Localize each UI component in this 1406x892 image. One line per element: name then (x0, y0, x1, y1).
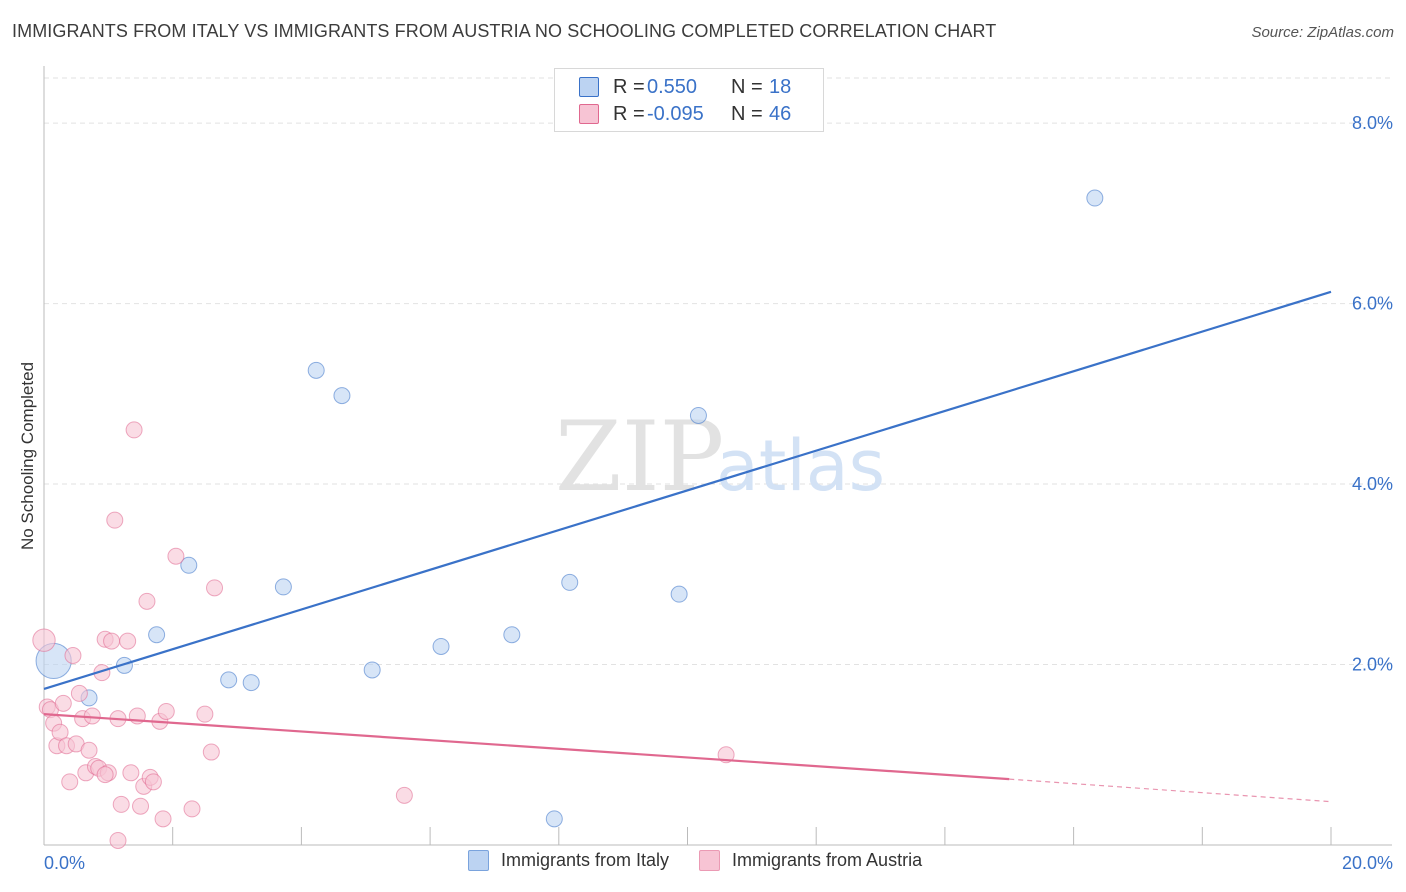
point-austria (125, 421, 143, 439)
y-tick-label: 2.0% (1352, 655, 1393, 675)
point-austria (119, 632, 137, 650)
point-italy (274, 578, 292, 596)
point-austria (157, 702, 175, 720)
legend-n-value-austria: 46 (769, 102, 792, 125)
point-italy (242, 674, 260, 692)
y-tick-label: 4.0% (1352, 474, 1393, 494)
legend-r-value-italy: 0.550 (647, 75, 698, 98)
point-italy (363, 661, 381, 679)
legend-r-label: R = (613, 102, 645, 125)
point-austria (138, 592, 156, 610)
legend-swatch-austria (579, 104, 599, 124)
point-italy (180, 556, 198, 574)
point-italy (307, 361, 325, 379)
point-italy (333, 387, 351, 405)
point-italy (1086, 189, 1104, 207)
point-austria (167, 547, 185, 565)
point-italy (545, 810, 563, 828)
trend-line-austria (43, 713, 1010, 781)
y-tick-label: 8.0% (1352, 113, 1393, 133)
legend-n-value-italy: 18 (769, 75, 792, 98)
point-austria (64, 647, 82, 665)
legend-row-italy: R = 0.550 N = 18 (579, 74, 791, 100)
trend-line-italy (43, 290, 1332, 690)
legend-r-label: R = (613, 75, 645, 98)
trend-line-extension-austria (1009, 778, 1332, 803)
point-austria (109, 831, 127, 849)
point-italy (670, 585, 688, 603)
point-austria (196, 705, 214, 723)
point-austria (206, 579, 224, 597)
series-legend: Immigrants from Italy Immigrants from Au… (468, 850, 952, 871)
point-italy (561, 573, 579, 591)
legend-n-label: N = (731, 75, 763, 98)
point-austria (96, 766, 114, 784)
point-austria (154, 810, 172, 828)
point-italy (689, 406, 707, 424)
point-austria (144, 773, 162, 791)
legend-swatch-italy (579, 77, 599, 97)
x-tick-label: 20.0% (1342, 853, 1393, 873)
legend-r-value-austria: -0.095 (647, 102, 704, 125)
point-austria (106, 511, 124, 529)
y-tick-label: 6.0% (1352, 294, 1393, 314)
point-austria (112, 795, 130, 813)
legend-item-italy[interactable]: Immigrants from Italy (468, 850, 669, 871)
point-austria (54, 694, 72, 712)
point-austria (202, 743, 220, 761)
legend-row-austria: R = -0.095 N = 46 (579, 101, 791, 127)
x-tick-label: 0.0% (44, 853, 85, 873)
legend-n-label: N = (731, 102, 763, 125)
point-austria (70, 684, 88, 702)
source-label: Source: ZipAtlas.com (1251, 24, 1394, 41)
point-italy (432, 637, 450, 655)
legend-swatch-italy (468, 850, 489, 871)
chart-title: IMMIGRANTS FROM ITALY VS IMMIGRANTS FROM… (12, 21, 997, 41)
legend-swatch-austria (699, 850, 721, 871)
point-austria (103, 632, 121, 650)
point-austria (61, 773, 79, 791)
legend-item-austria[interactable]: Immigrants from Austria (699, 850, 922, 871)
point-italy (220, 671, 238, 689)
point-austria (80, 741, 98, 759)
point-italy (503, 626, 521, 644)
point-austria (183, 800, 201, 818)
legend-label-austria: Immigrants from Austria (732, 850, 923, 870)
correlation-legend: R = 0.550 N = 18 R = -0.095 N = 46 (554, 68, 824, 132)
point-austria (32, 628, 56, 652)
point-austria (132, 797, 150, 815)
point-austria (122, 764, 140, 782)
y-axis-title: No Schooling Completed (18, 361, 37, 551)
legend-label-italy: Immigrants from Italy (501, 850, 670, 870)
point-austria (395, 786, 413, 804)
point-italy (148, 626, 166, 644)
